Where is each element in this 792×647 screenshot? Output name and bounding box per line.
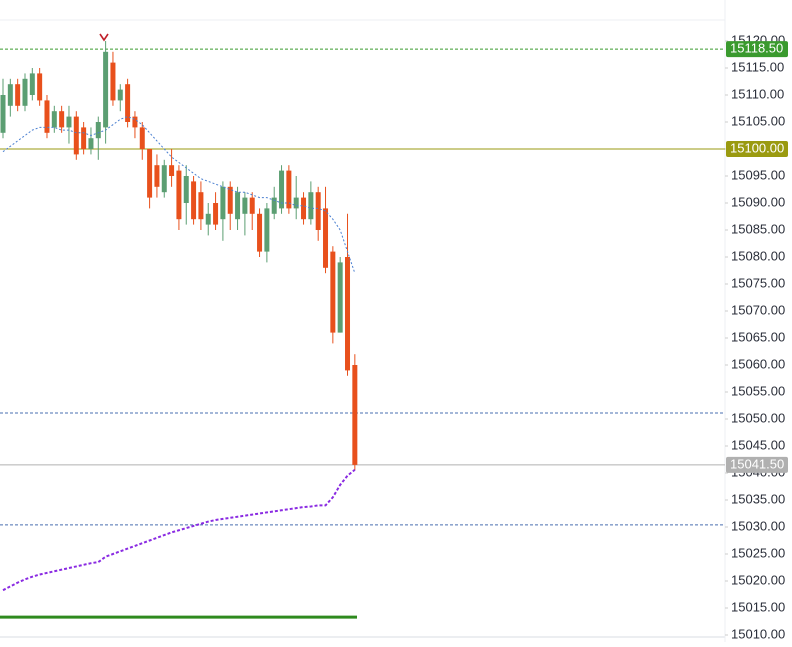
indicator-line <box>2 116 356 274</box>
candle-body <box>337 262 343 333</box>
y-tick-label: 15030.00 <box>731 518 785 533</box>
y-tick-label: 15090.00 <box>731 194 785 209</box>
price-badge-label: 15100.00 <box>730 140 784 155</box>
indicator-line <box>2 468 356 592</box>
candle-body <box>183 176 189 203</box>
candle-body <box>301 197 307 220</box>
y-tick-label: 15065.00 <box>731 329 785 344</box>
candle-body <box>323 208 329 268</box>
y-tick-label: 15110.00 <box>731 86 784 101</box>
candle-body <box>66 116 72 128</box>
high-marker <box>99 33 109 42</box>
candle-body <box>37 73 43 101</box>
price-badge-label: 15041.50 <box>730 456 784 471</box>
y-tick-label: 15025.00 <box>731 545 785 560</box>
candle-body <box>169 165 175 176</box>
candle-body <box>198 192 204 220</box>
candle-body <box>44 100 50 133</box>
candle-body <box>257 213 263 252</box>
y-tick-label: 15010.00 <box>731 626 785 641</box>
candle-body <box>308 192 314 220</box>
price-badge <box>726 456 788 473</box>
candle-body <box>176 170 182 220</box>
candle-body <box>95 122 101 139</box>
candle-body <box>205 213 211 225</box>
candle-body <box>271 197 277 214</box>
price-badge-label: 15118.50 <box>730 41 783 56</box>
candle-body <box>293 197 299 209</box>
y-tick-label: 15050.00 <box>731 410 785 425</box>
candle-body <box>15 84 21 106</box>
candle-body <box>81 127 87 149</box>
candle-body <box>235 192 241 220</box>
candle-body <box>249 197 255 214</box>
price-badge <box>726 141 788 157</box>
candle-body <box>315 192 321 230</box>
y-tick-label: 15060.00 <box>731 356 785 371</box>
candle-body <box>286 170 292 209</box>
candle-body <box>59 111 65 128</box>
y-tick-label: 15045.00 <box>731 437 785 452</box>
candle-body <box>22 78 28 106</box>
candle-body <box>117 89 123 101</box>
candle-body <box>264 208 270 252</box>
candle-body <box>110 62 116 101</box>
candle-body <box>352 365 358 465</box>
candle-body <box>103 51 109 128</box>
y-tick-label: 15015.00 <box>731 599 785 614</box>
y-tick-label: 15035.00 <box>731 491 785 506</box>
candle-body <box>220 186 226 220</box>
y-tick-label: 15105.00 <box>731 113 785 128</box>
candle-body <box>242 197 248 214</box>
candle-body <box>345 257 351 371</box>
candle-body <box>88 138 94 149</box>
y-tick-label: 15020.00 <box>731 572 785 587</box>
candle-body <box>154 165 160 187</box>
candle-body <box>7 84 13 106</box>
y-tick-label: 15115.00 <box>731 59 784 74</box>
candle-body <box>132 116 138 128</box>
candle-body <box>227 186 233 214</box>
candle-body <box>139 127 145 149</box>
candle-body <box>191 181 197 220</box>
candle-body <box>73 116 79 155</box>
candle-body <box>279 170 285 209</box>
candle-body <box>29 73 35 95</box>
candle-body <box>213 203 219 225</box>
y-tick-label: 15095.00 <box>731 167 785 182</box>
y-tick-label: 15075.00 <box>731 275 785 290</box>
candle-body <box>0 95 6 133</box>
price-badge <box>726 41 788 58</box>
candle-body <box>147 149 153 198</box>
candle-body <box>51 111 57 128</box>
candle-body <box>330 251 336 333</box>
y-tick-label: 15080.00 <box>731 248 785 263</box>
y-tick-label: 15070.00 <box>731 302 785 317</box>
candle-body <box>125 84 131 122</box>
y-tick-label: 15085.00 <box>731 221 785 236</box>
candle-body <box>161 165 167 193</box>
y-tick-label: 15055.00 <box>731 383 785 398</box>
